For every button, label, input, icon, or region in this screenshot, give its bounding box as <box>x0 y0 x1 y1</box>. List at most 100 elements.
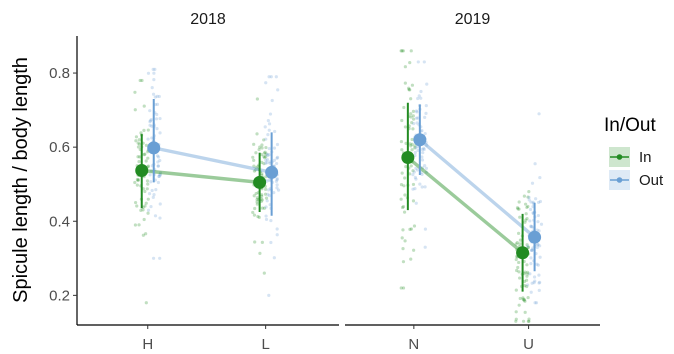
raw-point <box>514 310 518 314</box>
raw-point <box>142 104 146 108</box>
raw-point <box>403 65 407 69</box>
mean-point <box>401 151 415 165</box>
raw-point <box>253 168 258 172</box>
raw-point <box>399 183 404 187</box>
raw-point <box>407 86 411 90</box>
raw-point <box>260 143 264 147</box>
y-tick-label: 0.4 <box>49 213 70 230</box>
raw-point <box>252 194 256 198</box>
raw-point <box>527 319 531 323</box>
raw-point <box>403 193 407 197</box>
raw-point <box>254 166 258 170</box>
raw-point <box>275 155 280 159</box>
raw-point <box>422 60 426 64</box>
raw-point <box>276 88 280 92</box>
raw-point <box>145 179 150 183</box>
raw-point <box>138 78 142 83</box>
raw-point <box>267 122 272 126</box>
raw-point <box>260 160 264 164</box>
raw-point <box>414 177 418 181</box>
raw-point <box>152 71 156 75</box>
raw-point <box>413 150 417 155</box>
raw-point <box>416 96 420 101</box>
raw-point <box>158 173 163 177</box>
raw-point <box>264 161 268 165</box>
raw-point <box>408 142 412 146</box>
raw-point <box>403 239 407 243</box>
raw-point <box>153 67 157 71</box>
raw-point <box>154 117 159 121</box>
series-line-out <box>418 138 537 239</box>
raw-point <box>400 118 404 123</box>
raw-point <box>536 220 540 224</box>
raw-point <box>155 94 159 98</box>
raw-point <box>153 214 158 218</box>
raw-point <box>532 281 536 285</box>
legend-key-point <box>616 177 623 183</box>
raw-point <box>266 188 271 192</box>
raw-point <box>411 169 415 173</box>
raw-point <box>527 198 531 202</box>
raw-point <box>254 191 258 196</box>
raw-point <box>140 78 144 83</box>
raw-point <box>403 125 407 129</box>
raw-point <box>536 243 540 247</box>
raw-point <box>264 81 268 85</box>
raw-point <box>264 145 268 150</box>
raw-point <box>517 200 521 204</box>
mean-point <box>265 165 279 179</box>
raw-point <box>139 131 143 135</box>
panel-2019: 2019 N U <box>345 11 600 353</box>
raw-point <box>526 295 530 300</box>
raw-point <box>259 152 264 157</box>
raw-point <box>141 233 145 237</box>
mean-point <box>516 246 530 260</box>
raw-point <box>538 280 542 284</box>
raw-point <box>151 67 155 71</box>
raw-point <box>264 214 268 218</box>
raw-point <box>148 119 153 123</box>
raw-point <box>521 319 526 323</box>
raw-point <box>401 204 406 209</box>
raw-point <box>256 214 260 219</box>
raw-point <box>254 151 258 155</box>
raw-point <box>514 319 518 323</box>
raw-point <box>524 202 528 206</box>
raw-point <box>423 185 427 189</box>
raw-point <box>401 247 405 251</box>
raw-point <box>275 142 280 147</box>
raw-point <box>410 142 414 146</box>
raw-point <box>255 198 259 202</box>
raw-point <box>514 317 518 321</box>
raw-point <box>136 145 141 149</box>
raw-point <box>260 240 264 244</box>
raw-point <box>158 256 162 260</box>
raw-point <box>269 218 273 223</box>
raw-point <box>275 156 279 160</box>
raw-point <box>411 199 416 203</box>
raw-point <box>151 195 155 199</box>
raw-point <box>410 121 414 125</box>
raw-point <box>275 178 279 182</box>
raw-point <box>525 263 529 267</box>
raw-point <box>146 156 150 160</box>
raw-point <box>138 155 142 159</box>
raw-point <box>268 112 273 116</box>
raw-point <box>408 61 412 65</box>
legend-title: In/Out <box>604 115 656 136</box>
raw-point <box>411 114 415 118</box>
raw-point <box>252 158 256 162</box>
raw-point <box>150 124 154 128</box>
legend-label: Out <box>639 172 664 189</box>
raw-point <box>412 224 417 228</box>
raw-point <box>143 189 147 194</box>
raw-point <box>263 156 267 160</box>
raw-point <box>155 127 159 131</box>
raw-point <box>157 94 161 99</box>
mean-point <box>528 230 542 244</box>
raw-point <box>522 272 527 276</box>
raw-point <box>148 123 152 127</box>
raw-point <box>402 105 406 110</box>
raw-point <box>516 207 520 211</box>
raw-point <box>142 128 146 133</box>
